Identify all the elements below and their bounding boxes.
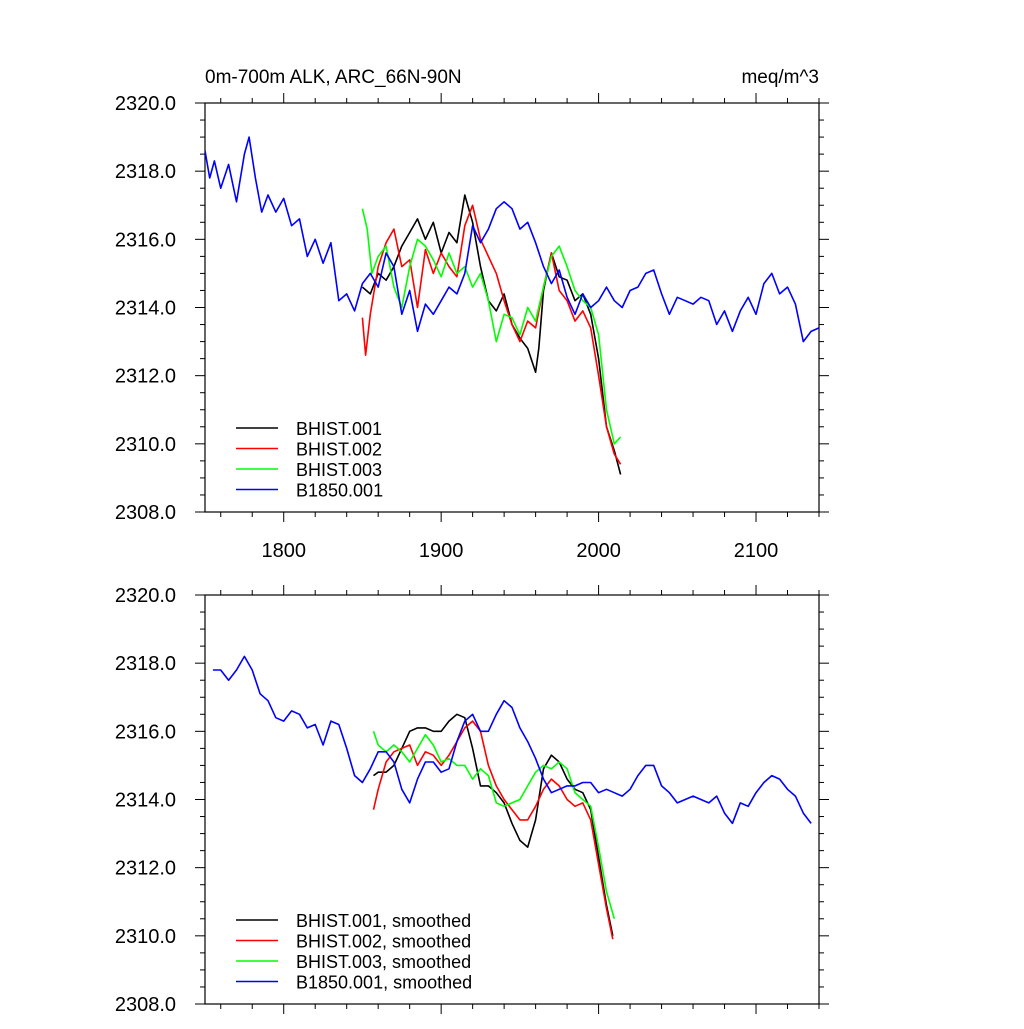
y-tick-label: 2314.0 xyxy=(115,790,176,812)
y-tick-label: 2318.0 xyxy=(115,653,176,675)
series-line-bhist-003-smoothed xyxy=(372,731,616,920)
x-tick-label: 2000 xyxy=(576,540,621,562)
legend-label: BHIST.001, smoothed xyxy=(296,911,471,931)
legend-label: BHIST.001 xyxy=(296,419,382,439)
y-tick-label: 2316.0 xyxy=(115,229,176,251)
legend-label: BHIST.002 xyxy=(296,440,382,460)
series-line-bhist-001 xyxy=(361,194,622,475)
series-line-bhist-001-smoothed xyxy=(373,713,614,936)
legend-label: B1850.001 xyxy=(296,481,383,501)
x-tick-label: 1900 xyxy=(419,540,464,562)
series-line-bhist-002 xyxy=(361,204,622,465)
y-tick-label: 2316.0 xyxy=(115,721,176,743)
legend-label: BHIST.003, smoothed xyxy=(296,952,471,972)
y-tick-label: 2308.0 xyxy=(115,994,176,1016)
x-tick-label: 1800 xyxy=(261,540,306,562)
y-tick-label: 2312.0 xyxy=(115,858,176,880)
y-tick-label: 2320.0 xyxy=(115,93,176,115)
series-line-b1850-001 xyxy=(205,136,819,343)
legend-label: B1850.001, smoothed xyxy=(296,973,472,993)
series-line-bhist-002-smoothed xyxy=(372,720,614,940)
y-tick-label: 2318.0 xyxy=(115,161,176,183)
panel-1: 1800 1900 2000 2100 2308.0 2310.0 2312.0 2314.0… xyxy=(115,67,829,562)
y-tick-label: 2310.0 xyxy=(115,434,176,456)
legend-label: BHIST.003 xyxy=(296,460,382,480)
series-group xyxy=(212,655,812,940)
legend-label: BHIST.002, smoothed xyxy=(296,932,471,952)
series-line-bhist-003 xyxy=(361,208,622,445)
x-tick-label: 2100 xyxy=(734,540,779,562)
y-tick-label: 2314.0 xyxy=(115,298,176,320)
y-tick-label: 2308.0 xyxy=(115,502,176,524)
panel-2: 2308.0 2310.0 2312.0 2314.0 2316.0 2318.0 2320… xyxy=(115,585,829,1016)
series-group xyxy=(205,136,819,475)
y-tick-label: 2310.0 xyxy=(115,926,176,948)
chart-title: 0m-700m ALK, ARC_66N-90N xyxy=(205,67,462,88)
units-label: meq/m^3 xyxy=(741,67,819,88)
y-tick-label: 2312.0 xyxy=(115,366,176,388)
y-tick-label: 2320.0 xyxy=(115,585,176,607)
series-line-b1850-001-smoothed xyxy=(212,655,812,825)
